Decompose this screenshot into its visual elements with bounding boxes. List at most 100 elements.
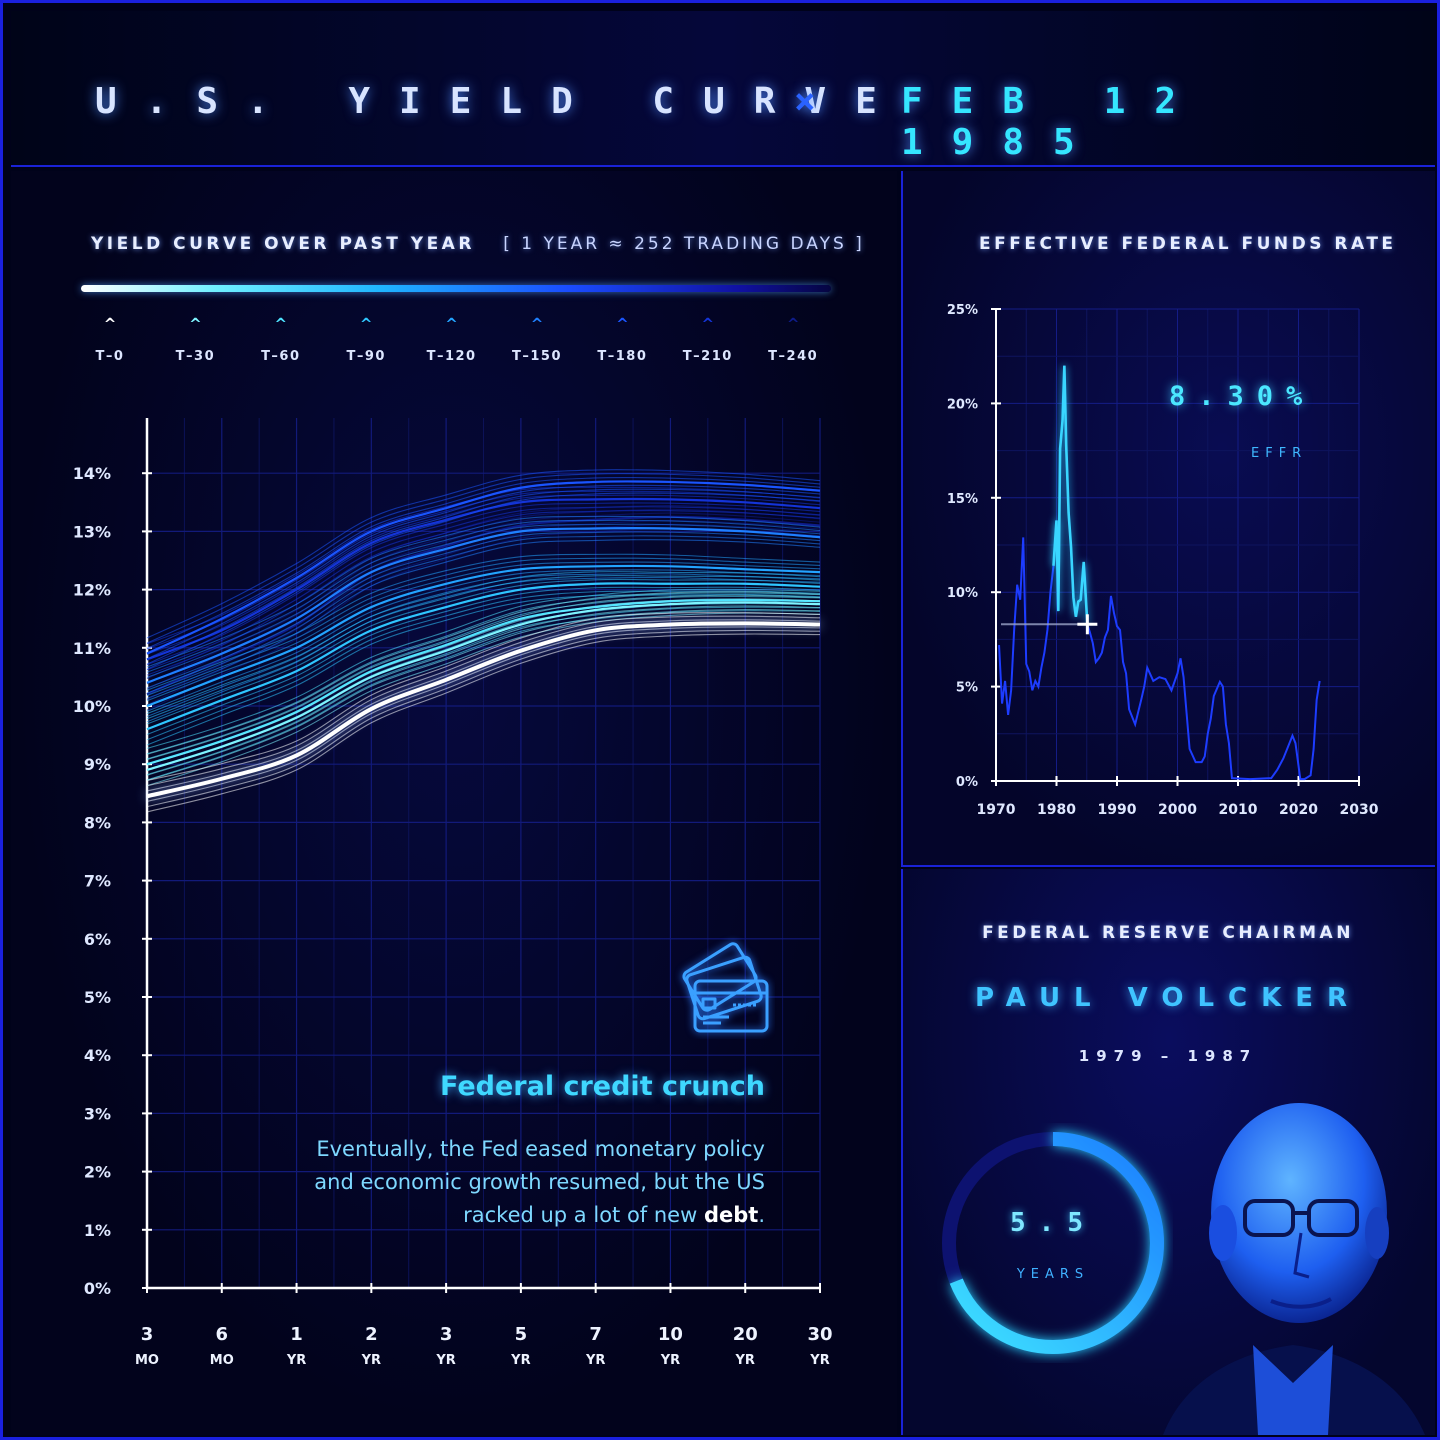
x-tick-unit: YR xyxy=(286,1353,306,1368)
yield-curve-line xyxy=(146,531,821,689)
legend-arrow-icon: ^ xyxy=(616,315,629,333)
yield-curve-line xyxy=(146,488,821,665)
yield-curve-line xyxy=(146,469,821,639)
x-tick-label: 1 xyxy=(290,1324,303,1345)
legend-label: T–30 xyxy=(175,349,216,364)
yield-curve-series xyxy=(146,564,821,708)
yield-curve-line xyxy=(146,539,821,699)
yield-curve-line xyxy=(146,591,821,755)
yield-curve-line xyxy=(146,588,821,750)
effr-y-tick-label: 5% xyxy=(956,681,978,696)
effr-grid xyxy=(995,308,1360,782)
callout-body-text: Eventually, the Fed eased monetary polic… xyxy=(314,1137,765,1227)
effr-panel xyxy=(901,171,1435,867)
legend-arrow-icon: ^ xyxy=(274,315,288,333)
yield-curve-line xyxy=(146,502,821,666)
yield-curve-panel xyxy=(11,171,897,1435)
x-tick-unit: YR xyxy=(585,1353,605,1368)
yield-curve-line xyxy=(146,484,821,660)
yield-curve-line xyxy=(146,598,821,766)
legend-label: T–150 xyxy=(511,349,562,364)
yield-curve-line xyxy=(146,578,821,725)
y-tick-label: 7% xyxy=(84,872,111,891)
legend-label: T–210 xyxy=(682,349,733,364)
yield-curve-line xyxy=(146,561,821,702)
yield-curve-line xyxy=(146,610,821,781)
legend-arrow-icon: ^ xyxy=(189,315,202,333)
callout-body-bold: debt xyxy=(703,1203,759,1227)
x-tick-label: 30 xyxy=(807,1324,832,1345)
yield-curve-line xyxy=(146,608,821,782)
legend-label: T–60 xyxy=(261,349,301,364)
legend-arrow-icon: ^ xyxy=(359,315,373,333)
legend-label: T–180 xyxy=(597,349,648,364)
yield-curve-line xyxy=(146,606,821,776)
yield-curve-line xyxy=(146,605,821,776)
yield-curve-line xyxy=(146,633,821,813)
legend-label: T–120 xyxy=(426,349,477,364)
yield-curve-line xyxy=(146,506,821,671)
credit-card-icon xyxy=(682,942,769,1033)
yield-curve-line xyxy=(146,473,821,644)
yield-curve-line xyxy=(146,629,821,808)
y-tick-label: 6% xyxy=(84,930,111,949)
callout-title: Federal credit crunch xyxy=(439,1071,765,1102)
callout-body-end: . xyxy=(758,1203,765,1227)
yield-curves xyxy=(146,469,821,813)
effr-heading: EFFECTIVE FEDERAL FUNDS RATE xyxy=(979,234,1397,254)
y-tick-label: 2% xyxy=(84,1163,111,1182)
y-tick-label: 4% xyxy=(84,1046,111,1065)
yield-curve-line xyxy=(146,595,821,760)
y-tick-label: 0% xyxy=(84,1279,111,1298)
yield-curve-line xyxy=(146,553,821,691)
tenure-value: 5.5 xyxy=(1010,1208,1096,1238)
title-bar: U.S. YIELD CURVE × FEB 12 1985 xyxy=(11,11,1435,167)
x-tick-label: 5 xyxy=(515,1324,528,1345)
yield-curve-line xyxy=(146,615,821,787)
legend-label: T–90 xyxy=(346,349,386,364)
effr-x-tick-label: 1990 xyxy=(1098,802,1137,818)
effr-line xyxy=(998,365,1321,781)
legend-arrow-icon: ^ xyxy=(103,315,117,333)
title-separator: × xyxy=(794,81,816,122)
callout-body: Eventually, the Fed eased monetary polic… xyxy=(303,1133,765,1232)
legend-arrow-icon: ^ xyxy=(530,315,544,333)
x-tick-unit: YR xyxy=(435,1353,455,1368)
effr-y-tick-label: 10% xyxy=(947,586,978,601)
yield-curve-line xyxy=(146,504,821,680)
x-tick-unit: YR xyxy=(361,1353,381,1368)
legend-arrow-icon: ^ xyxy=(445,315,458,333)
effr-y-tick-label: 0% xyxy=(956,775,978,790)
yield-curve-series xyxy=(146,480,821,655)
yield-curve-title: YIELD CURVE OVER PAST YEAR xyxy=(91,234,475,254)
yield-curve-line xyxy=(146,593,821,746)
yield-curve-line xyxy=(146,573,821,717)
yield-curve-line xyxy=(146,523,821,678)
x-tick-unit: YR xyxy=(660,1353,680,1368)
y-tick-label: 14% xyxy=(73,464,111,483)
y-tick-label: 11% xyxy=(73,639,111,658)
tenure-ring xyxy=(942,1132,1164,1354)
yield-curve-line xyxy=(146,592,821,755)
x-tick-label: 10 xyxy=(658,1324,683,1345)
effr-x-tick-label: 2030 xyxy=(1340,802,1379,818)
yield-curve-line xyxy=(146,519,821,673)
y-tick-label: 12% xyxy=(73,581,111,600)
chairman-name: PAUL VOLCKER xyxy=(974,983,1362,1013)
yield-curve-line xyxy=(146,590,821,741)
effr-x-tick-label: 2010 xyxy=(1219,802,1258,818)
yield-curve-series xyxy=(146,621,821,799)
x-tick-unit: YR xyxy=(510,1353,530,1368)
effr-x-tick-label: 1980 xyxy=(1037,802,1076,818)
yield-curve-line xyxy=(146,569,821,712)
x-tick-label: 2 xyxy=(365,1324,378,1345)
yield-curve-line xyxy=(146,612,821,787)
title-left: U.S. YIELD CURVE xyxy=(95,81,906,122)
y-tick-label: 8% xyxy=(84,813,111,832)
yield-curve-heading: YIELD CURVE OVER PAST YEAR [ 1 YEAR ≈ 25… xyxy=(91,234,865,254)
yield-curve-line xyxy=(146,611,821,782)
x-tick-unit: YR xyxy=(735,1353,755,1368)
chairman-term: 1979 – 1987 xyxy=(1078,1047,1258,1065)
chairman-heading: FEDERAL RESERVE CHAIRMAN xyxy=(982,923,1354,943)
